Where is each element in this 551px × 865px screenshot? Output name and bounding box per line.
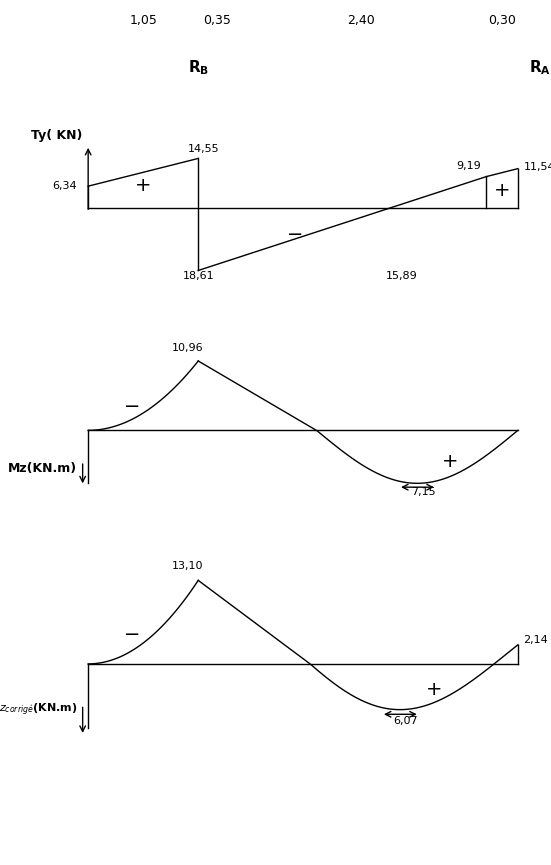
Text: $\mathbf{R_A}$: $\mathbf{R_A}$ (529, 59, 551, 78)
Text: 14,55: 14,55 (188, 144, 219, 154)
Text: Mz(KN.m): Mz(KN.m) (8, 463, 77, 476)
Text: 2,40: 2,40 (347, 14, 375, 27)
Text: 1,05: 1,05 (129, 14, 157, 27)
Text: 13,10: 13,10 (171, 561, 203, 571)
Text: 0,35: 0,35 (203, 14, 230, 27)
Text: Ty( KN): Ty( KN) (31, 130, 83, 143)
Text: 2,14: 2,14 (523, 635, 548, 645)
Text: 11,54: 11,54 (523, 162, 551, 172)
Text: −: − (124, 396, 141, 415)
Text: +: + (442, 452, 459, 471)
Text: 6,34: 6,34 (52, 181, 77, 191)
Text: 10,96: 10,96 (171, 343, 203, 353)
Text: −: − (287, 225, 303, 244)
Text: +: + (426, 680, 442, 699)
Text: 9,19: 9,19 (456, 162, 481, 171)
Text: 7,15: 7,15 (410, 487, 435, 497)
Text: +: + (135, 176, 152, 195)
Text: $\mathbf{R_B}$: $\mathbf{R_B}$ (187, 59, 209, 78)
Text: +: + (494, 181, 510, 200)
Text: −: − (124, 625, 141, 644)
Text: 6,07: 6,07 (393, 715, 418, 726)
Text: 15,89: 15,89 (386, 272, 418, 281)
Text: $\mathit{z}_{corrig\acute{e}}$(KN.m): $\mathit{z}_{corrig\acute{e}}$(KN.m) (0, 702, 77, 719)
Text: 0,30: 0,30 (488, 14, 516, 27)
Text: 18,61: 18,61 (182, 272, 214, 281)
